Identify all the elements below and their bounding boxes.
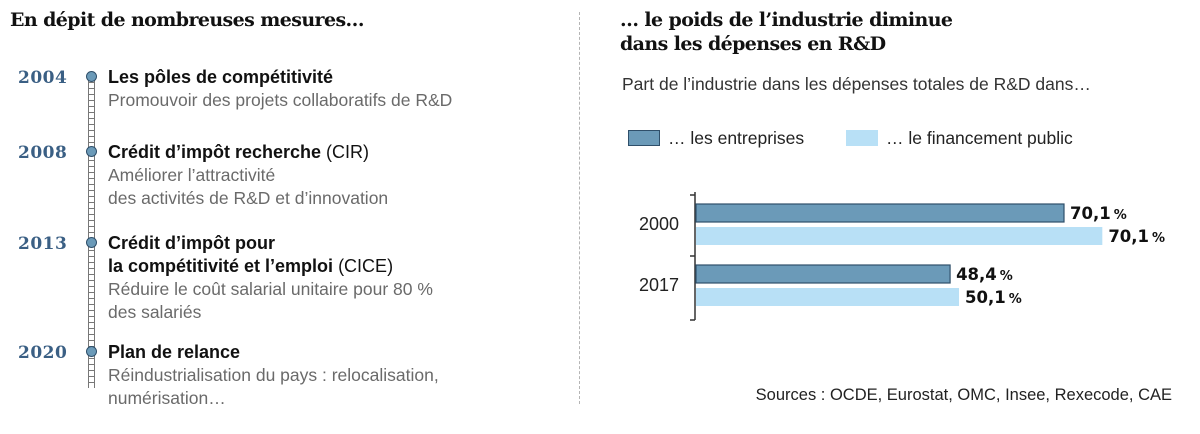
data-label: 70,1% [1070, 204, 1127, 223]
bar-entreprises [695, 264, 951, 284]
timeline-year: 2013 [18, 234, 68, 254]
timeline-title: En dépit de nombreuses mesures… [10, 9, 365, 31]
legend-swatch-icon [628, 130, 660, 146]
timeline-year: 2004 [18, 68, 68, 88]
sources-note: Sources : OCDE, Eurostat, OMC, Insee, Re… [755, 386, 1172, 404]
data-label: 70,1% [1108, 227, 1165, 246]
bar-financement-public [696, 288, 960, 306]
timeline-panel: En dépit de nombreuses mesures… 2004 Les… [0, 0, 570, 434]
timeline-description: Réindustrialisation du pays : relocalisa… [108, 365, 439, 385]
timeline-dot-icon [86, 146, 97, 157]
timeline-year: 2020 [18, 343, 68, 363]
timeline-heading: Crédit d’impôt pour [108, 233, 275, 253]
timeline-year: 2008 [18, 143, 68, 163]
timeline-heading: Crédit d’impôt recherche (CIR) [108, 142, 370, 162]
chart-title: … le poids de l’industrie diminue dans le… [620, 9, 953, 55]
timeline-heading: la compétitivité et l’emploi (CICE) [108, 256, 394, 276]
timeline-track [88, 76, 95, 388]
timeline-description: numérisation… [108, 388, 226, 408]
timeline-description: Améliorer l’attractivité [108, 165, 276, 185]
legend-item-entreprises: … les entreprises [628, 128, 804, 149]
timeline-description: Réduire le coût salarial unitaire pour 8… [108, 279, 433, 299]
legend-swatch-icon [846, 130, 878, 146]
timeline-dot-icon [86, 346, 97, 357]
chart-subtitle: Part de l’industrie dans les dépenses to… [622, 74, 1091, 94]
timeline-dot-icon [86, 237, 97, 248]
data-label: 50,1% [965, 288, 1022, 307]
timeline-description: des salariés [108, 302, 202, 322]
timeline-description: Promouvoir des projets collaboratifs de … [108, 90, 453, 110]
timeline-description: des activités de R&D et d’innovation [108, 188, 389, 208]
timeline-dot-icon [86, 71, 97, 82]
data-label: 48,4% [956, 265, 1013, 284]
category-label: 2017 [639, 275, 679, 295]
bar-financement-public [696, 227, 1103, 245]
timeline-heading: Plan de relance [108, 342, 241, 362]
timeline-heading: Les pôles de compétitivité [108, 67, 334, 87]
legend-item-financement-public: … le financement public [846, 128, 1073, 149]
panel-divider [579, 12, 580, 404]
bar-entreprises [695, 203, 1065, 223]
category-label: 2000 [639, 214, 679, 234]
chart-panel: … le poids de l’industrie diminue dans le… [600, 0, 1200, 434]
bar-chart: 2000 70,1 % 70,1 % 2017 48,4 % 50,1% [639, 192, 1165, 321]
